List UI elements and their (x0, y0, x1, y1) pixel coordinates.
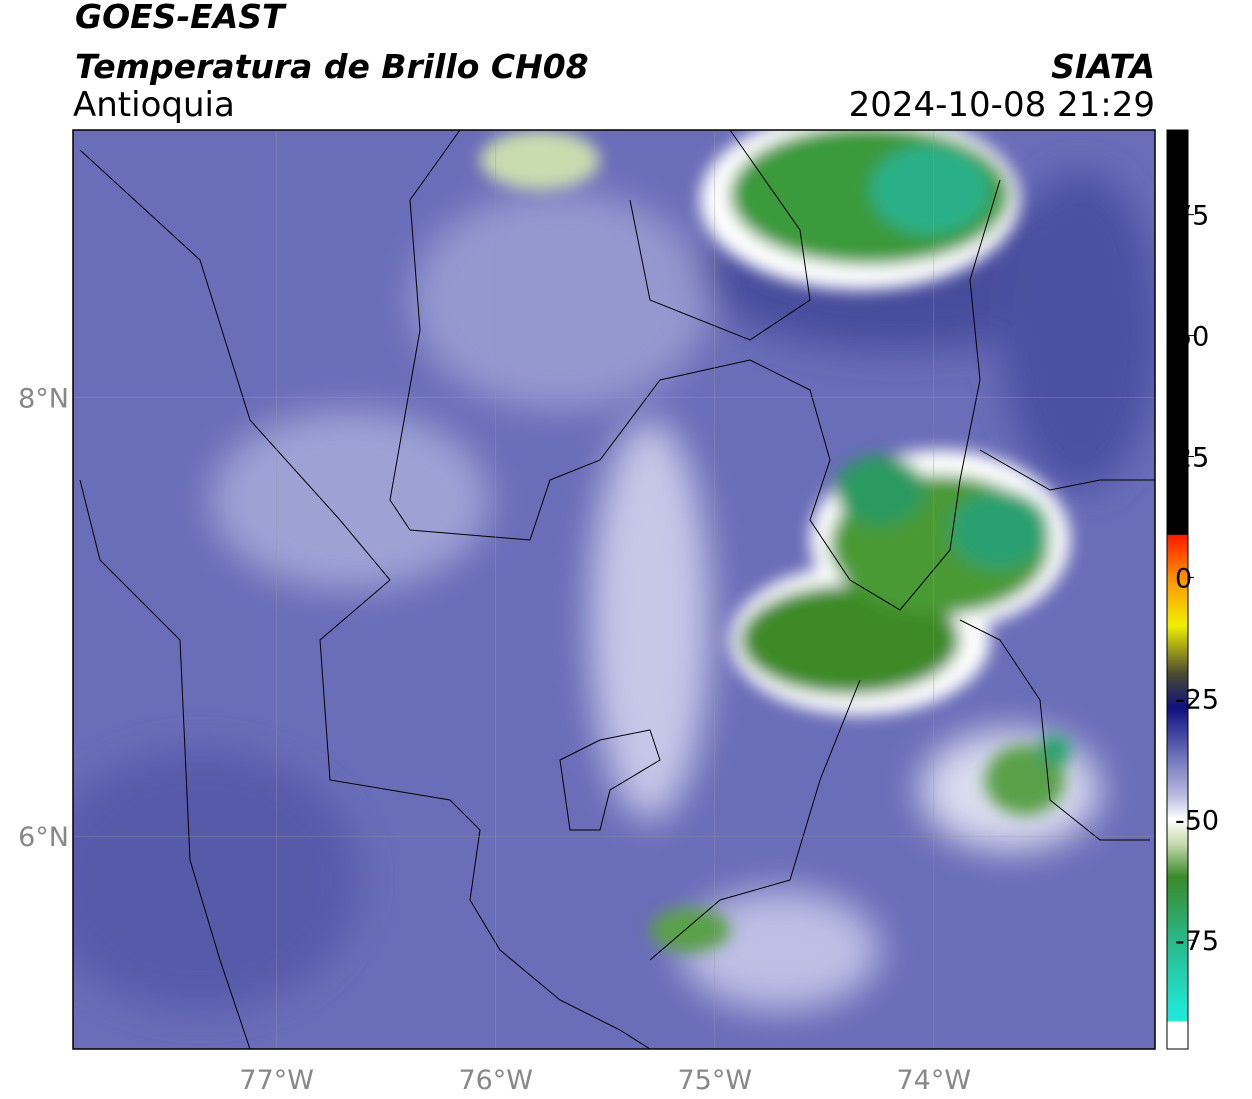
y-tick-label: 6°N (18, 822, 69, 853)
colorbar-tick-label: 75 (1175, 201, 1209, 232)
colorbar-tick-label: 0 (1175, 563, 1192, 594)
source: GOES-EAST (75, 0, 287, 36)
colorbar-tick-label: -50 (1175, 805, 1219, 836)
region: Antioquia (73, 85, 235, 125)
colorbar (1166, 129, 1189, 1050)
agency: SIATA (1051, 47, 1155, 86)
x-tick-label: 75°W (677, 1065, 752, 1096)
y-tick-label: 8°N (18, 384, 69, 415)
x-tick-label: 74°W (897, 1065, 972, 1096)
map-image (73, 130, 1155, 1049)
title: Temperatura de Brillo CH08 (75, 47, 589, 86)
map-frame (72, 129, 1156, 1050)
x-tick-label: 77°W (239, 1065, 314, 1096)
datetime: 2024-10-08 21:29 (849, 85, 1155, 125)
grid (73, 130, 1155, 1049)
colorbar-tick-label: -75 (1175, 926, 1219, 957)
x-tick-label: 76°W (458, 1065, 533, 1096)
colorbar-tick-label: -25 (1175, 684, 1219, 715)
colorbar-tick-label: 50 (1175, 322, 1209, 353)
colorbar-tick-label: 25 (1175, 442, 1209, 473)
